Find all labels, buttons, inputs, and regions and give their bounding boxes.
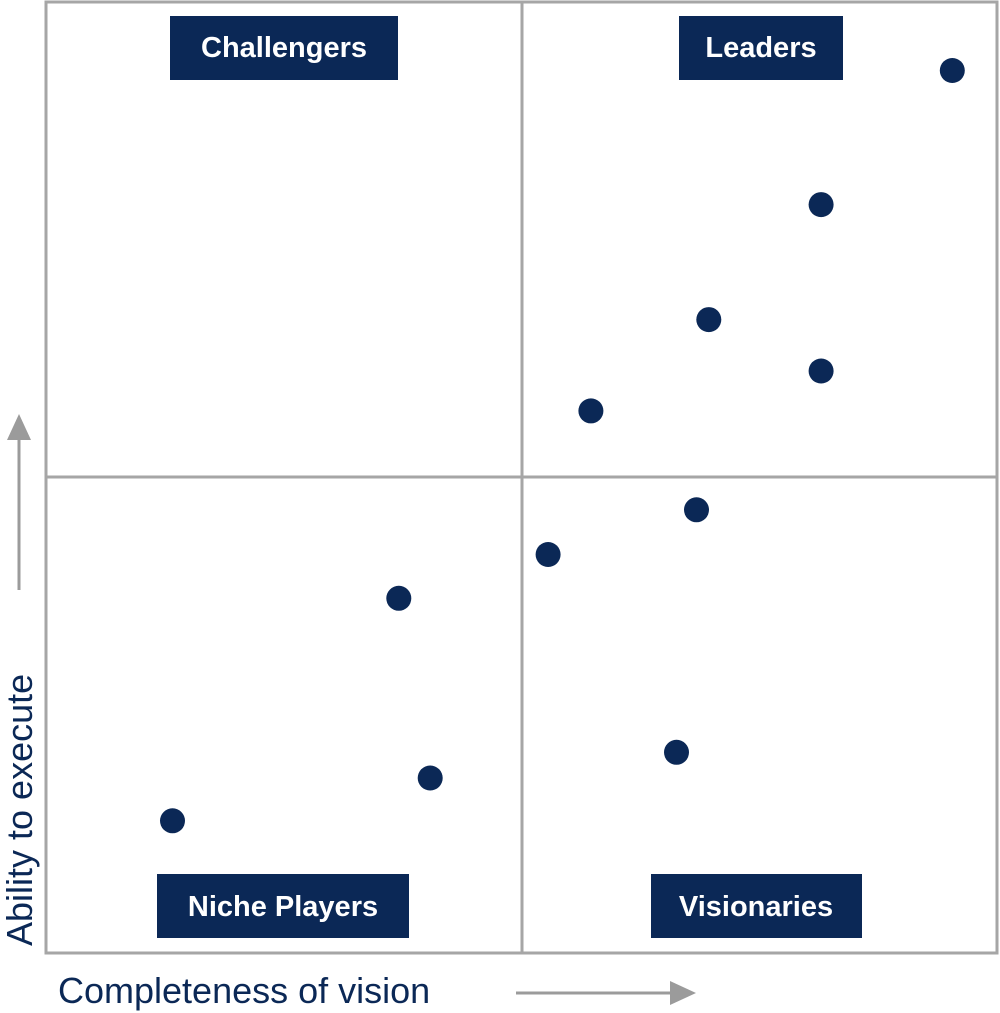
data-point-5 — [578, 398, 604, 424]
data-point-11 — [160, 808, 185, 834]
challengers-label: Challengers — [201, 32, 367, 64]
x-axis-arrow — [516, 981, 696, 1005]
quadrant-label-leaders: Leaders — [679, 16, 843, 80]
visionaries-label-box — [651, 874, 862, 938]
challengers-label-box — [170, 16, 398, 80]
niche-players-label-box — [157, 874, 409, 938]
visionaries-label: Visionaries — [679, 891, 833, 923]
leaders-label-box — [679, 16, 843, 80]
x-axis-label: Completeness of vision — [58, 970, 430, 1011]
data-points — [160, 58, 965, 834]
data-point-8 — [386, 585, 412, 611]
quadrant-label-visionaries: Visionaries — [651, 874, 862, 938]
data-point-7 — [535, 542, 561, 567]
y-axis-label: Ability to execute — [0, 674, 40, 946]
y-axis-arrow — [7, 414, 31, 590]
niche-players-label: Niche Players — [188, 891, 378, 923]
data-point-10 — [417, 765, 443, 791]
data-point-1 — [939, 58, 965, 83]
data-point-2 — [808, 192, 834, 218]
quadrant-label-challengers: Challengers — [170, 16, 398, 80]
data-point-6 — [684, 497, 709, 523]
data-point-9 — [664, 739, 689, 765]
data-point-3 — [696, 307, 722, 333]
quadrant-label-niche-players: Niche Players — [157, 874, 409, 938]
leaders-label: Leaders — [705, 32, 816, 64]
data-point-4 — [808, 358, 834, 384]
